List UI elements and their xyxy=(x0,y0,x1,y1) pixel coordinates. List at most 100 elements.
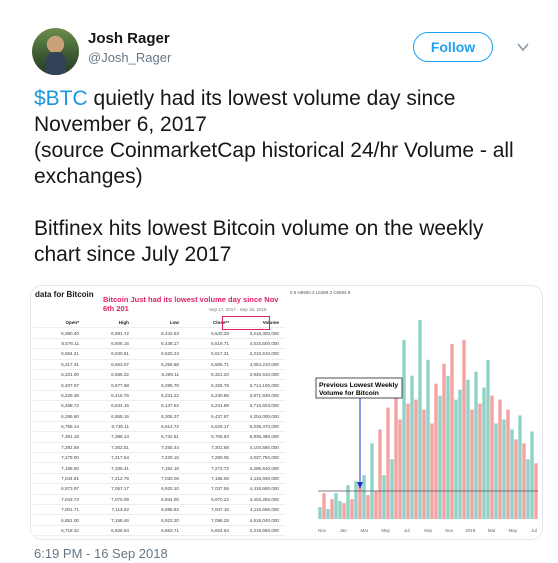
table-cell: 6,922.20 xyxy=(161,517,179,523)
table-cell: 6,663.71 xyxy=(161,528,179,533)
chart-bar xyxy=(442,363,446,519)
x-tick-label: May xyxy=(509,528,518,533)
chart-bar xyxy=(366,495,370,519)
chart-header: 0.5 H6950.3 L6489.3 C6594.9 xyxy=(290,290,351,295)
table-cell: 7,067.17 xyxy=(111,486,129,492)
table-cell: 6,755.14 xyxy=(61,424,79,430)
chart-bar xyxy=(450,343,454,519)
cashtag-link[interactable]: $BTC xyxy=(34,87,88,110)
table-cell: 6,137.52 xyxy=(161,403,179,409)
avatar[interactable] xyxy=(32,28,79,75)
table-cell: 7,037.58 xyxy=(211,486,229,492)
table-cell: 6,468.72 xyxy=(61,403,79,409)
table-cell: 7,317.54 xyxy=(111,455,129,461)
table-cell: 7,168.06 xyxy=(211,476,229,482)
chart-bar xyxy=(370,443,374,519)
table-row: 6,584.21 6,630.51 6,520.24 6,517.31 4,210,61… xyxy=(33,349,285,360)
table-cell: 4,219,660,000 xyxy=(249,528,279,533)
table-cell: 7,044.81 xyxy=(61,476,79,482)
table-cell: 6,732.81 xyxy=(161,434,179,440)
chart-bar xyxy=(510,429,514,519)
table-cell: Volume xyxy=(262,320,279,326)
table-cell: 4,037,750,000 xyxy=(249,455,279,461)
table-row: 6,407.07 6,577.68 6,285.78 6,326.78 3,714,10… xyxy=(33,380,285,391)
table-cell: 6,920.10 xyxy=(161,486,179,492)
table-row: 6,468.72 6,634.15 6,137.52 6,231.88 3,716,60… xyxy=(33,401,285,412)
chart-bar xyxy=(502,419,506,519)
table-cell: 6,764.64 xyxy=(33,538,83,539)
follow-button[interactable]: Follow xyxy=(413,32,493,62)
chart-bar xyxy=(334,493,338,519)
table-cell: 7,255.44 xyxy=(161,444,179,450)
table-cell: 6,437.87 xyxy=(211,413,229,419)
table-cell: 7,279.00 xyxy=(61,455,79,461)
table-cell: 3,716,603,000 xyxy=(249,403,279,409)
x-tick-label: Sep xyxy=(424,528,433,533)
user-handle[interactable]: @Josh_Rager xyxy=(88,50,172,65)
table-cell: 6,289.11 xyxy=(161,372,179,378)
table-cell: 6,517.31 xyxy=(211,351,229,357)
chevron-down-icon[interactable] xyxy=(516,40,530,54)
chart-bar xyxy=(338,501,342,519)
chart-bar xyxy=(426,359,430,519)
table-row: 6,229.38 6,416.76 6,231.22 6,230.88 3,871,93… xyxy=(33,391,285,402)
table-cell: 7,361.18 xyxy=(61,434,79,440)
chart-bar xyxy=(530,431,534,519)
chart-bar xyxy=(318,507,322,519)
table-row: 6,317.31 6,563.07 6,256.68 6,505.71 4,054,21… xyxy=(33,360,285,370)
tweet-timestamp[interactable]: 6:19 PM - 16 Sep 2018 xyxy=(34,546,168,561)
table-row: 7,292.59 7,302.51 7,255.44 7,301.68 4,104,58… xyxy=(33,443,285,454)
table-cell: 7,070.09 xyxy=(111,496,129,502)
table-cell: 6,380.40 xyxy=(61,330,79,336)
table-row: 6,380.40 6,591.72 6,442.53 6,540.28 3,216,30… xyxy=(33,328,285,339)
annotation-text: Previous Lowest Weekly Volume for Bitcoin xyxy=(319,382,398,397)
chart-bar xyxy=(386,407,390,519)
chart-bar xyxy=(518,415,522,519)
table-row: 6,764.646,749.726,630.736,737.223,225,30… xyxy=(33,536,285,539)
table-cell: 7,096.28 xyxy=(211,517,229,523)
table-cell: 6,563.07 xyxy=(111,361,129,367)
table-cell: 7,186.50 xyxy=(61,465,79,471)
chart-bar xyxy=(490,395,494,519)
table-cell: 7,388.13 xyxy=(111,434,129,440)
chart-bar xyxy=(446,375,450,519)
table-row: 7,186.50 7,335.41 7,152.16 7,273.72 4,296,54… xyxy=(33,463,285,474)
table-row: 7,279.00 7,317.54 7,230.15 7,280.05 4,037,75… xyxy=(33,453,285,464)
table-date-range: Sep 17, 2017 - Sep 16, 2018 xyxy=(209,307,267,312)
x-tick-label: Nov xyxy=(318,528,327,533)
table-cell: 6,630.51 xyxy=(111,351,129,357)
table-cell: 6,230.88 xyxy=(211,392,229,398)
tweet-paragraph-1-text: quietly had its lowest volume day since … xyxy=(34,87,514,188)
x-tick-label: 2018 xyxy=(465,528,476,533)
chart-bar xyxy=(398,419,402,519)
table-cell: 4,616,040,000 xyxy=(249,517,279,523)
chart-bar xyxy=(454,399,458,519)
table-cell: 7,047.16 xyxy=(211,507,229,513)
x-tick-label: May xyxy=(381,528,390,533)
chart-bar xyxy=(418,320,422,519)
annotation-box xyxy=(315,377,403,399)
table-cell: 3,225,300,000 xyxy=(233,538,283,539)
x-tick-label: Jul xyxy=(531,528,537,533)
tweet-paragraph-2: Bitfinex hits lowest Bitcoin volume on t… xyxy=(34,217,484,266)
table-cell: 6,407.07 xyxy=(61,382,79,388)
chart-bar xyxy=(494,423,498,519)
table-cell: 6,520.24 xyxy=(161,351,179,357)
chart-bar xyxy=(458,389,462,519)
media-chart-image: 0.5 H6950.3 L6489.3 C6594.9 Previous Low… xyxy=(286,286,542,539)
table-cell: 3,714,100,000 xyxy=(249,382,279,388)
table-row: 6,295.60 6,558.15 6,306.37 6,437.87 4,204,00… xyxy=(33,412,285,422)
table-cell: 6,317.31 xyxy=(61,361,79,367)
tweet-media[interactable]: data for Bitcoin Bitcoin Just had its lo… xyxy=(30,285,543,540)
display-name[interactable]: Josh Rager xyxy=(88,30,170,47)
table-cell: 6,231.88 xyxy=(211,403,229,409)
table-cell: 6,576.11 xyxy=(61,340,79,346)
chart-bar xyxy=(350,499,354,519)
table-cell: 4,296,540,000 xyxy=(249,465,279,471)
table-cell: 7,158.46 xyxy=(111,517,129,523)
table-cell: 6,826.64 xyxy=(111,528,129,533)
chart-bar xyxy=(382,475,386,519)
table-row: 6,851.00 7,158.46 6,922.20 7,096.28 4,616,04… xyxy=(33,515,285,526)
table-cell: Low xyxy=(169,320,179,326)
table-cell: Open* xyxy=(65,320,79,326)
